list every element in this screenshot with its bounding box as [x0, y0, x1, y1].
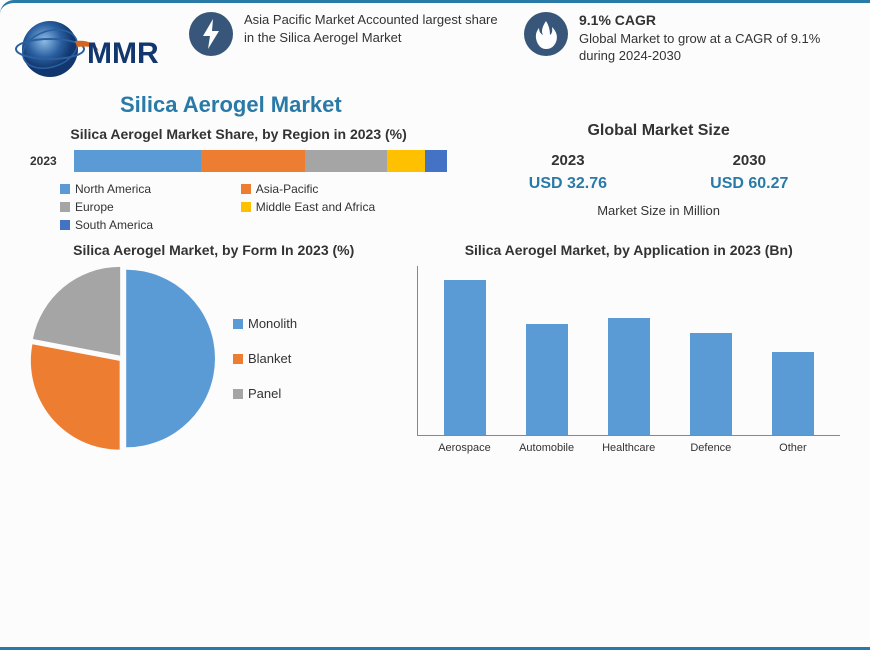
stacked-bar: [74, 150, 447, 172]
region-chart-title: Silica Aerogel Market Share, by Region i…: [30, 126, 447, 142]
stacked-bar-wrap: 2023: [30, 150, 447, 172]
main-title: Silica Aerogel Market: [120, 92, 870, 118]
market-size-title: Global Market Size: [477, 122, 840, 140]
legend-label: North America: [75, 182, 151, 196]
bar: [690, 333, 732, 435]
upper-content: Silica Aerogel Market Share, by Region i…: [0, 118, 870, 232]
info1-text: Asia Pacific Market Accounted largest sh…: [244, 11, 505, 46]
region-segment: [387, 150, 424, 172]
legend-item: Monolith: [233, 316, 297, 331]
logo: MMR: [15, 11, 170, 86]
legend-item: North America: [60, 182, 221, 196]
bolt-icon: [188, 11, 234, 57]
cagr-desc: Global Market to grow at a CAGR of 9.1% …: [579, 30, 840, 65]
legend-swatch: [241, 202, 251, 212]
legend-swatch: [233, 389, 243, 399]
info2-text: 9.1% CAGR Global Market to grow at a CAG…: [579, 11, 840, 65]
ms-year-0: 2023: [551, 152, 584, 169]
region-segment: [305, 150, 387, 172]
pie-area: Monolith Blanket Panel: [30, 266, 397, 451]
form-chart-title: Silica Aerogel Market, by Form In 2023 (…: [30, 242, 397, 258]
legend-label: South America: [75, 218, 153, 232]
legend-label: Asia-Pacific: [256, 182, 319, 196]
legend-swatch: [233, 354, 243, 364]
legend-label: Monolith: [248, 316, 297, 331]
legend-label: Blanket: [248, 351, 291, 366]
legend-item: Europe: [60, 200, 221, 214]
legend-label: Europe: [75, 200, 114, 214]
market-size-values: USD 32.76 USD 60.27: [477, 175, 840, 193]
legend-label: Middle East and Africa: [256, 200, 375, 214]
pie-chart: [30, 266, 215, 451]
legend-item: Middle East and Africa: [241, 200, 402, 214]
legend-swatch: [233, 319, 243, 329]
bar-col: [506, 324, 588, 435]
ms-year-1: 2030: [733, 152, 766, 169]
legend-swatch: [60, 184, 70, 194]
bar-label: Other: [752, 442, 834, 454]
bar-col: [588, 318, 670, 435]
legend-item: South America: [60, 218, 221, 232]
logo-text: MMR: [87, 37, 159, 70]
legend-item: Panel: [233, 386, 297, 401]
bar-col: [424, 280, 506, 435]
market-size-note: Market Size in Million: [477, 203, 840, 218]
bar-chart: [417, 266, 840, 436]
bar: [772, 352, 814, 435]
region-legend: North America Asia-Pacific Europe Middle Ea…: [30, 182, 447, 232]
ms-val-0: USD 32.76: [529, 175, 607, 193]
legend-swatch: [241, 184, 251, 194]
flame-icon: [523, 11, 569, 57]
ms-val-1: USD 60.27: [710, 175, 788, 193]
app-chart-title: Silica Aerogel Market, by Application in…: [417, 242, 840, 258]
region-segment: [425, 150, 447, 172]
pie-slice: [126, 270, 215, 448]
region-year-label: 2023: [30, 154, 66, 168]
legend-item: Asia-Pacific: [241, 182, 402, 196]
legend-swatch: [60, 202, 70, 212]
legend-label: Panel: [248, 386, 281, 401]
bar: [444, 280, 486, 435]
bar-labels: AerospaceAutomobileHealthcareDefenceOthe…: [417, 442, 840, 454]
bar: [608, 318, 650, 435]
bar-label: Defence: [670, 442, 752, 454]
pie-slice: [31, 344, 120, 449]
market-size-years: 2023 2030: [477, 152, 840, 169]
bar-col: [752, 352, 834, 435]
lower-content: Silica Aerogel Market, by Form In 2023 (…: [0, 232, 870, 454]
pie-slice: [33, 267, 120, 356]
region-segment: [201, 150, 305, 172]
region-segment: [74, 150, 201, 172]
bar-label: Automobile: [506, 442, 588, 454]
market-size-area: Global Market Size 2023 2030 USD 32.76 U…: [477, 122, 840, 232]
pie-legend: Monolith Blanket Panel: [233, 316, 297, 401]
bar-label: Aerospace: [423, 442, 505, 454]
header-row: MMR Asia Pacific Market Accounted larges…: [0, 3, 870, 86]
legend-item: Blanket: [233, 351, 297, 366]
legend-swatch: [60, 220, 70, 230]
bar: [526, 324, 568, 435]
region-chart-area: Silica Aerogel Market Share, by Region i…: [30, 122, 447, 232]
app-chart-area: Silica Aerogel Market, by Application in…: [417, 238, 840, 454]
bar-col: [670, 333, 752, 435]
info-block-2: 9.1% CAGR Global Market to grow at a CAG…: [523, 11, 840, 65]
form-chart-area: Silica Aerogel Market, by Form In 2023 (…: [30, 238, 397, 454]
info-block-1: Asia Pacific Market Accounted largest sh…: [188, 11, 505, 57]
bar-label: Healthcare: [588, 442, 670, 454]
cagr-title: 9.1% CAGR: [579, 11, 840, 30]
